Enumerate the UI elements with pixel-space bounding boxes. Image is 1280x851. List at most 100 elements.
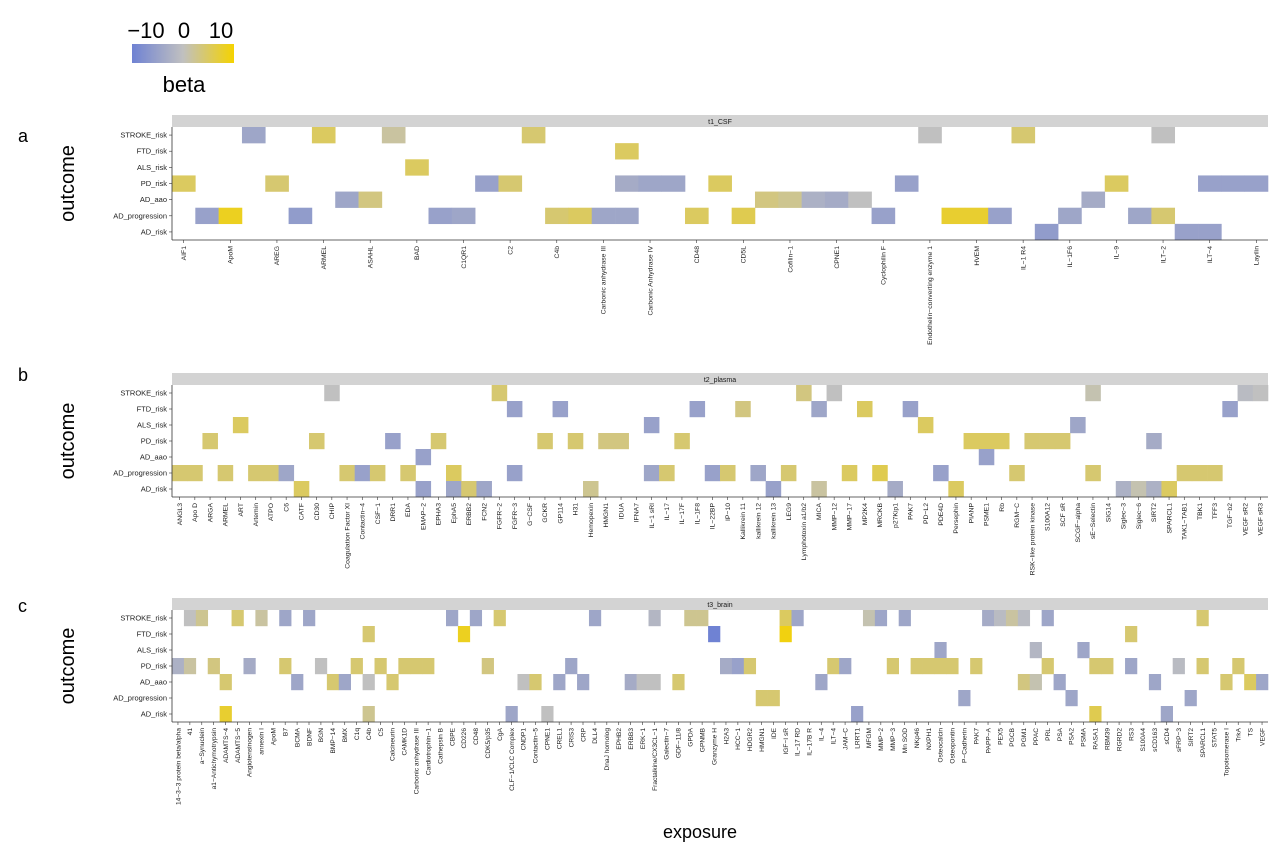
heatmap-cell: [1197, 658, 1209, 674]
x-tick-label-fgfr-2: FGFR−2: [497, 503, 504, 529]
heatmap-cell: [720, 658, 732, 674]
heatmap-cell: [598, 433, 614, 449]
heatmap-cell: [918, 127, 942, 143]
x-tick-label-kallikrein-11: Kallikrein 11: [740, 503, 747, 540]
heatmap-cell: [279, 658, 291, 674]
x-tick-label-contactin-5: Contactin−5: [533, 728, 540, 764]
heatmap-cell: [1030, 674, 1042, 690]
x-tick-label-bgn: BGN: [318, 728, 325, 743]
x-tick-label-tgf-b2: TGF−b2: [1227, 503, 1234, 528]
y-tick-label: ALS_risk: [137, 163, 167, 172]
panel-a: a outcome t1_CSF STROKE_risk FTD_risk ALS_ris…: [18, 115, 1280, 345]
heatmap-cell: [1238, 385, 1254, 401]
heatmap-cell: [1055, 433, 1071, 449]
heatmap-cell: [1161, 706, 1173, 722]
x-tick-label-c2: C2: [507, 246, 514, 255]
heatmap-cell: [568, 208, 592, 224]
heatmap-cell: [315, 658, 327, 674]
heatmap-cell: [196, 610, 208, 626]
x-tick-label-cardiotrophin-1: Cardiotrophin−1: [425, 728, 432, 775]
x-tick-label-bad: BAD: [414, 246, 421, 260]
x-tick-label-sig14: SIG14: [1105, 503, 1112, 522]
x-tick-label-adamts-5: ADAMTS−5: [235, 728, 242, 763]
heatmap-cell: [796, 385, 812, 401]
x-tick-label-hdgr2: HDGR2: [747, 728, 754, 751]
panel-label: a: [18, 126, 29, 146]
x-tick-label-kallikrein-12: kallikrein 12: [755, 503, 762, 539]
heatmap-cell: [303, 610, 315, 626]
x-tick-label-gckr: GCKR: [542, 503, 549, 523]
heatmap-cell: [506, 706, 518, 722]
heatmap-cell: [265, 175, 289, 191]
heatmap-cell: [918, 417, 934, 433]
x-tick-label-hmgn1: HMGN1: [603, 503, 610, 528]
x-tick-label-stat5: STAT5: [1212, 728, 1219, 748]
heatmap-cell: [400, 465, 416, 481]
heatmap-cell: [934, 658, 946, 674]
heatmap-cell: [690, 401, 706, 417]
y-tick-label: FTD_risk: [137, 147, 168, 156]
x-tick-label-cyclophilin-f: Cyclophilin F: [881, 246, 888, 285]
x-tick-label-erk-1: ERK−1: [640, 728, 647, 749]
x-tick-label-rbm39: RBM39: [1104, 728, 1111, 750]
facet-strip-title: t3_brain: [707, 602, 732, 609]
x-tick-label-p-cadherin: P−Cadherin: [962, 728, 969, 763]
heatmap-cell: [382, 127, 406, 143]
x-tick-label-tak1-tab1: TAK1−TAB1: [1182, 503, 1189, 540]
y-axis-title: outcome: [57, 628, 79, 705]
heatmap-cell: [732, 208, 756, 224]
heatmap-cell: [705, 465, 721, 481]
heatmap-cell: [933, 465, 949, 481]
heatmap-cell: [1009, 465, 1025, 481]
heatmap-cell: [363, 674, 375, 690]
color-legend: −10 0 10 beta: [127, 18, 234, 97]
heatmap-cell: [507, 401, 523, 417]
x-tick-label-rsk-like-protein-kinase: RSK−like protein kinase: [1029, 503, 1036, 576]
heatmap-cell: [625, 674, 637, 690]
x-tick-label-armel: ARMEL: [223, 503, 230, 527]
x-tick-label-mica: MICA: [816, 503, 823, 520]
x-tick-label-pak7: PAK7: [908, 503, 915, 520]
x-tick-label-ppac: PPAC: [1033, 728, 1040, 746]
heatmap-cell: [1085, 465, 1101, 481]
heatmap-cell: [979, 449, 995, 465]
heatmap-cell: [1065, 690, 1077, 706]
heatmap-cell: [553, 674, 565, 690]
heatmap-cell: [184, 658, 196, 674]
heatmap-cell: [363, 626, 375, 642]
panel-label: b: [18, 365, 28, 385]
x-tick-label-bmx: BMX: [342, 727, 349, 742]
x-tick-label-scf-sr: SCF sR: [1060, 503, 1067, 527]
heatmap-cell: [1221, 175, 1245, 191]
x-tick-label-sparcl1: SPARCL1: [1166, 503, 1173, 534]
heatmap-cell: [982, 610, 994, 626]
x-tick-label-c1qr1: C1QR1: [461, 246, 468, 269]
heatmap-cell: [781, 465, 797, 481]
heatmap-cell: [327, 674, 339, 690]
heatmap-cell: [887, 658, 899, 674]
heatmap-cell: [887, 481, 903, 497]
heatmap-cell: [923, 658, 935, 674]
x-tick-label-pgm1: PGM1: [1021, 728, 1028, 747]
heatmap-cell: [1125, 658, 1137, 674]
heatmap-cell: [872, 465, 888, 481]
heatmap-cell: [375, 658, 387, 674]
x-tick-label-crp: CRP: [580, 727, 587, 742]
x-tick-label-cbpe: CBPE: [449, 727, 456, 746]
heatmap-cell: [1222, 401, 1238, 417]
heatmap-cell: [744, 658, 756, 674]
heatmap-cell: [1131, 481, 1147, 497]
heatmap-cell: [970, 658, 982, 674]
heatmap-cell: [429, 208, 453, 224]
x-tick-label-igf-i-sr: IGF−I sR: [783, 728, 790, 755]
heatmap-cell: [815, 674, 827, 690]
x-tick-label-rb: Rb: [999, 503, 1006, 512]
heatmap-cell: [446, 610, 458, 626]
heatmap-cell: [545, 208, 569, 224]
x-tick-label-mmp-3: MMP−3: [890, 728, 897, 751]
x-tick-label-art: ART: [238, 503, 245, 516]
heatmap-cell: [1198, 175, 1222, 191]
heatmap-cell: [768, 690, 780, 706]
heatmap-cell: [851, 706, 863, 722]
x-tick-label-psme1: PSME1: [984, 503, 991, 526]
